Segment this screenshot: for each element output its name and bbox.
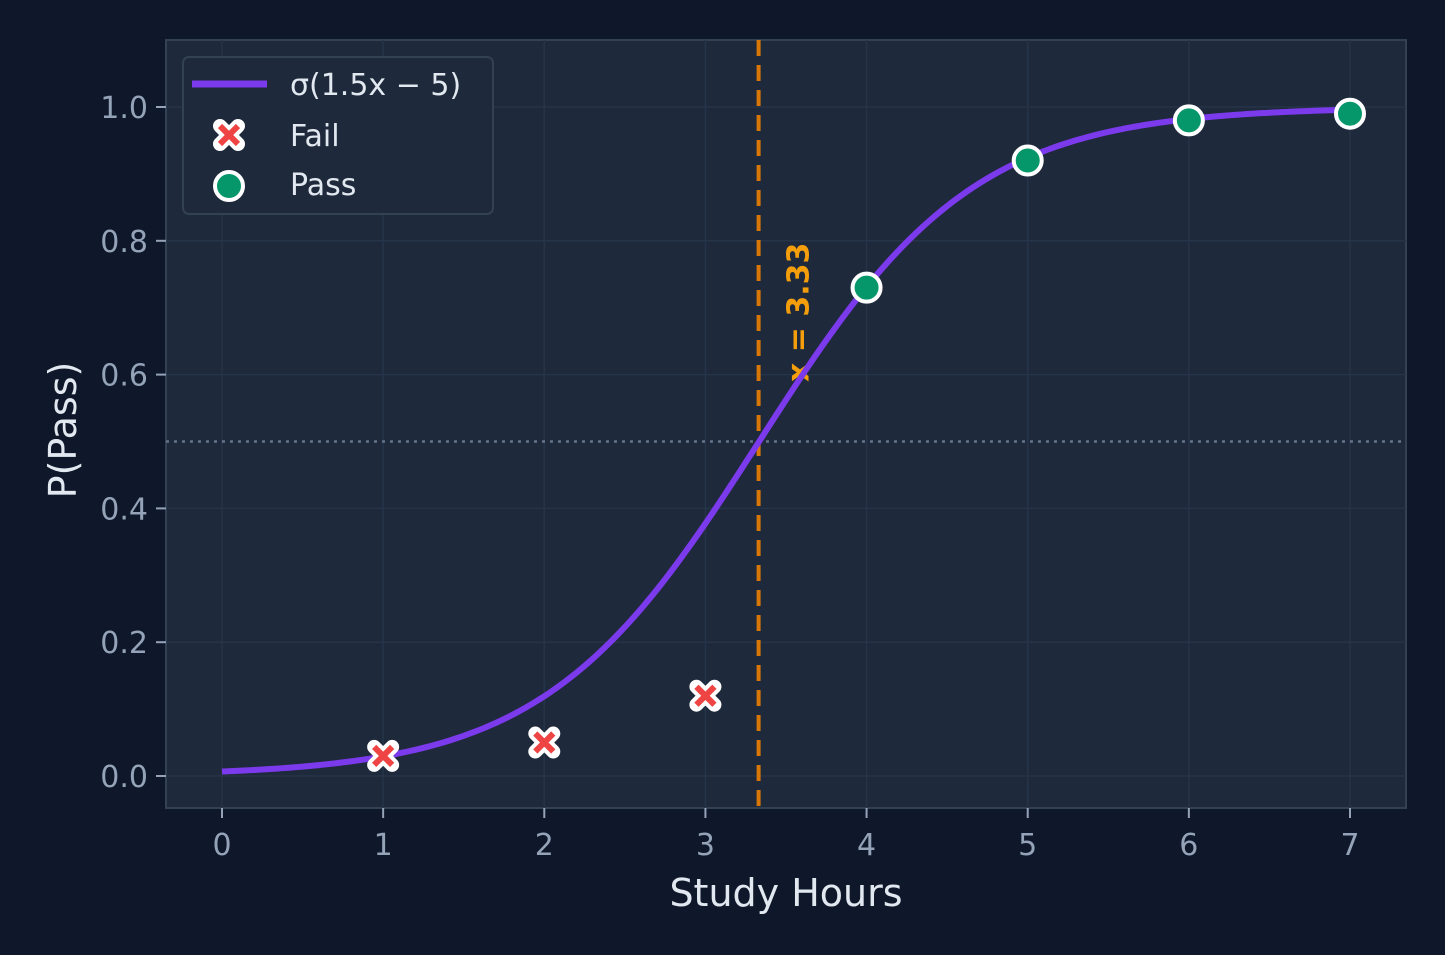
legend-fail-label: Fail (290, 119, 340, 154)
legend-line-label: σ(1.5x − 5) (290, 68, 461, 103)
pass-point-marker (1011, 144, 1044, 177)
x-tick-label: 7 (1340, 828, 1359, 863)
x-tick-label: 6 (1179, 828, 1198, 863)
pass-point-marker (1334, 97, 1366, 130)
y-axis-ticks: 0.0 0.2 0.4 0.6 0.8 1.0 (100, 91, 166, 795)
fail-point-marker (689, 679, 722, 712)
data-points (367, 97, 1366, 772)
x-axis-ticks: 0 1 2 3 4 5 6 7 (212, 808, 1360, 863)
y-tick-label: 0.2 (100, 626, 148, 661)
legend-pass-label: Pass (290, 168, 356, 203)
fail-point-marker (367, 739, 400, 772)
legend-pass-icon (213, 170, 245, 202)
x-tick-label: 4 (857, 828, 876, 863)
y-tick-label: 1.0 (100, 91, 148, 126)
x-tick-label: 3 (696, 828, 715, 863)
pass-point-marker (1172, 104, 1205, 137)
x-tick-label: 0 (212, 828, 231, 863)
pass-point-marker (850, 271, 883, 304)
y-tick-label: 0.8 (100, 225, 148, 260)
legend-fail-icon (213, 119, 245, 151)
y-axis-label: P(Pass) (41, 362, 85, 499)
x-tick-label: 2 (535, 828, 554, 863)
y-tick-label: 0.6 (100, 359, 148, 394)
fail-point-marker (528, 726, 561, 759)
legend: σ(1.5x − 5) Fail Pass (182, 56, 494, 215)
x-tick-label: 5 (1018, 828, 1037, 863)
legend-box (182, 56, 494, 215)
x-axis-label: Study Hours (669, 871, 902, 915)
x-tick-label: 1 (374, 828, 393, 863)
sigmoid-curve (221, 106, 1351, 775)
y-tick-label: 0.4 (100, 492, 148, 527)
y-tick-label: 0.0 (100, 760, 148, 795)
